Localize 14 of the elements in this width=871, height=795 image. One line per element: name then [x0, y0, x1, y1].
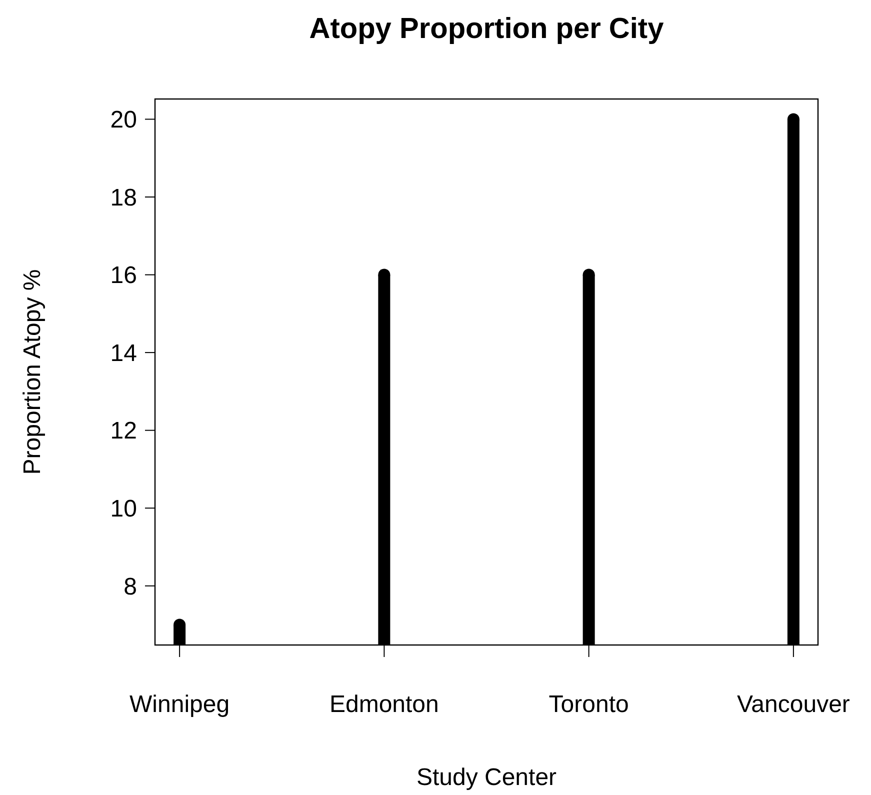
- y-tick-label: 12: [110, 418, 137, 445]
- y-tick-label: 8: [124, 573, 137, 600]
- x-tick-label: Toronto: [548, 691, 629, 718]
- x-tick-label: Vancouver: [736, 691, 850, 718]
- y-tick-label: 18: [110, 184, 137, 212]
- y-tick-label: 16: [110, 262, 137, 290]
- y-axis-title: Proportion Atopy %: [19, 269, 46, 475]
- x-tick-label: Winnipeg: [130, 691, 230, 718]
- chart-title: Atopy Proportion per City: [309, 13, 664, 45]
- x-axis-title: Study Center: [416, 764, 557, 791]
- y-tick-label: 10: [110, 496, 137, 523]
- y-tick-label: 20: [110, 106, 137, 134]
- x-tick-label: Edmonton: [329, 691, 439, 718]
- y-tick-label: 14: [110, 340, 137, 367]
